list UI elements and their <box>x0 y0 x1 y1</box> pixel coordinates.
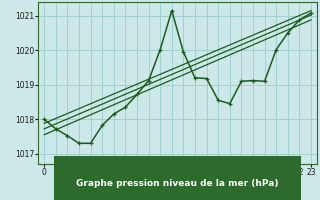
X-axis label: Graphe pression niveau de la mer (hPa): Graphe pression niveau de la mer (hPa) <box>76 179 279 188</box>
